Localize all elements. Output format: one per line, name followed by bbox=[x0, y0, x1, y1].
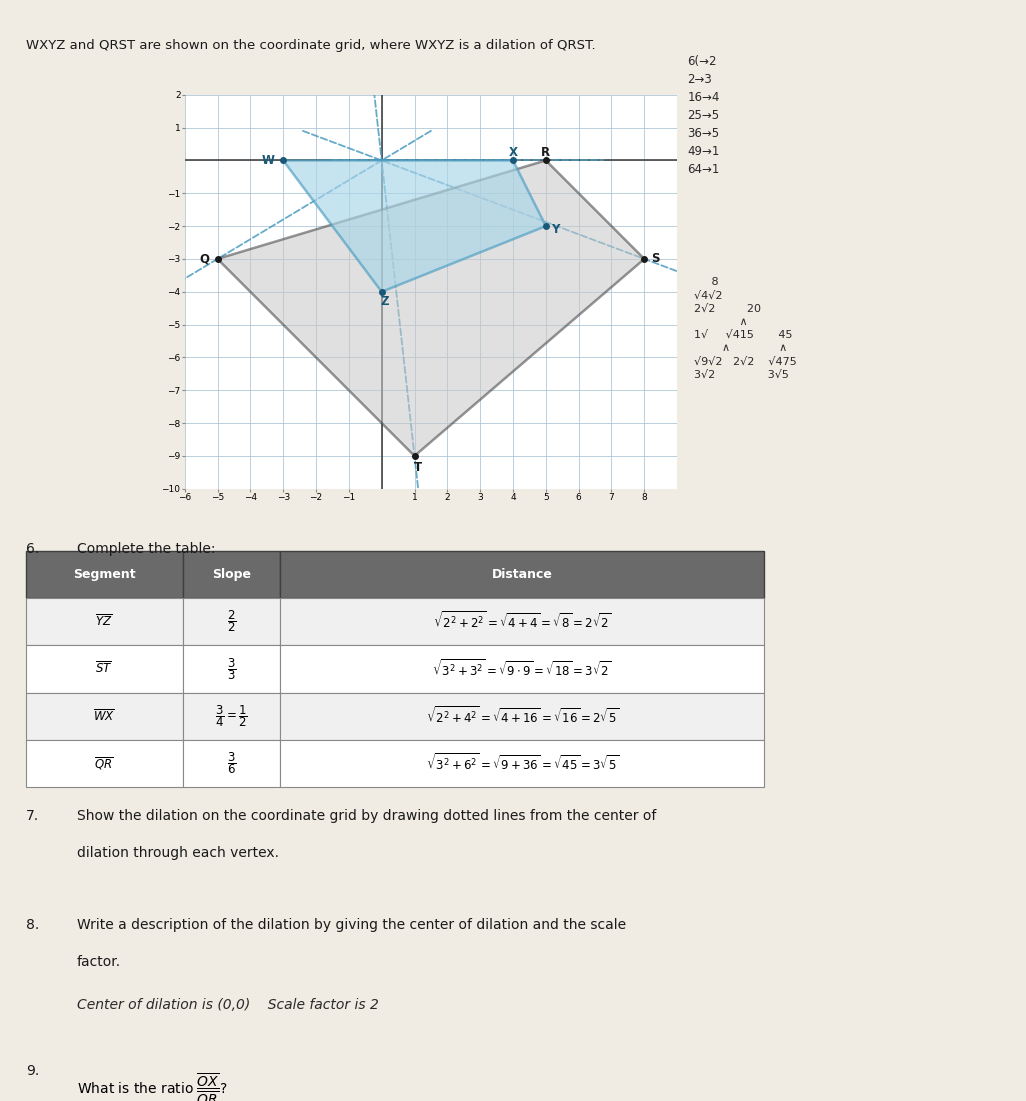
Polygon shape bbox=[218, 161, 644, 456]
Text: 6.: 6. bbox=[26, 542, 39, 556]
Text: 6(→2
2→3
16→4
25→5
36→5
49→1
64→1: 6(→2 2→3 16→4 25→5 36→5 49→1 64→1 bbox=[687, 55, 720, 176]
Text: S: S bbox=[652, 252, 660, 265]
Text: 9.: 9. bbox=[26, 1064, 39, 1078]
Text: Write a description of the dilation by giving the center of dilation and the sca: Write a description of the dilation by g… bbox=[77, 918, 626, 933]
Text: WXYZ and QRST are shown on the coordinate grid, where WXYZ is a dilation of QRST: WXYZ and QRST are shown on the coordinat… bbox=[26, 39, 595, 52]
Text: 7.: 7. bbox=[26, 809, 39, 824]
Text: Z: Z bbox=[381, 295, 389, 308]
Text: Q: Q bbox=[199, 252, 209, 265]
Text: Y: Y bbox=[552, 222, 560, 236]
Text: What is the ratio $\dfrac{\overline{OX}}{\overline{OR}}$?: What is the ratio $\dfrac{\overline{OX}}… bbox=[77, 1071, 228, 1101]
Text: R: R bbox=[542, 145, 550, 159]
Text: Center of dilation is (0,0)    Scale factor is 2: Center of dilation is (0,0) Scale factor… bbox=[77, 999, 379, 1012]
Polygon shape bbox=[283, 161, 546, 292]
Text: T: T bbox=[413, 461, 422, 473]
Text: dilation through each vertex.: dilation through each vertex. bbox=[77, 846, 279, 860]
Text: 8.: 8. bbox=[26, 918, 39, 933]
Text: Complete the table:: Complete the table: bbox=[77, 542, 215, 556]
Text: W: W bbox=[262, 154, 275, 167]
Text: Show the dilation on the coordinate grid by drawing dotted lines from the center: Show the dilation on the coordinate grid… bbox=[77, 809, 657, 824]
Text: 8
  √4√2
  2√2         20
               ∧
  1√     √415       45
          ∧   : 8 √4√2 2√2 20 ∧ 1√ √415 45 ∧ bbox=[687, 277, 797, 380]
Text: factor.: factor. bbox=[77, 955, 121, 969]
Text: X: X bbox=[509, 145, 517, 159]
